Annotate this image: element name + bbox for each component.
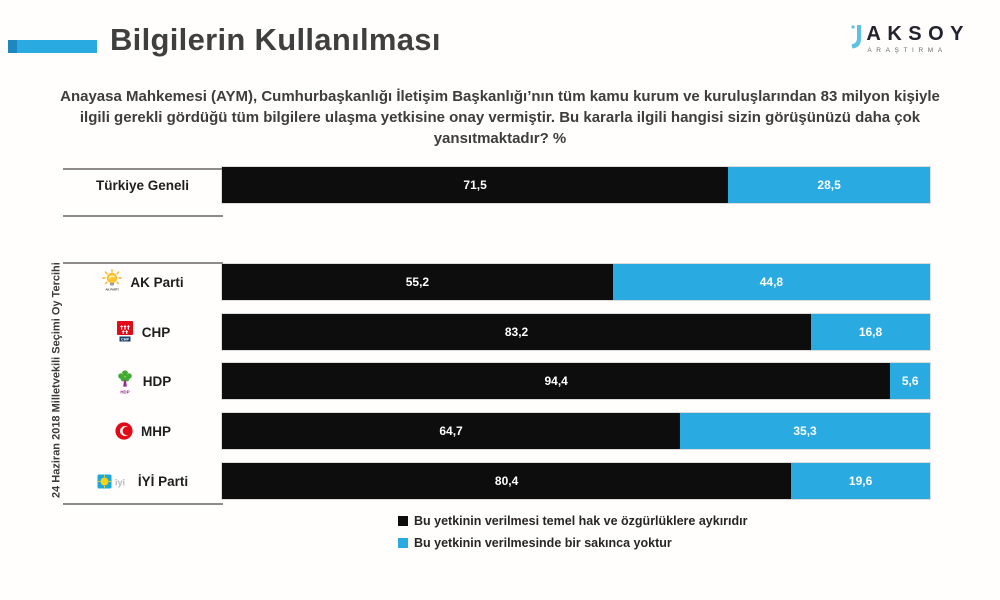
chart-row-ak-parti: AK PARTİ AK Parti 55,2 44,8	[63, 264, 930, 300]
chp-logo-text: CHP	[121, 337, 129, 341]
legend: Bu yetkinin verilmesi temel hak ve özgür…	[398, 514, 747, 550]
row-label-iyi-parti: iyi İYİ Parti	[63, 473, 222, 490]
legend-item-aykiridir: Bu yetkinin verilmesi temel hak ve özgür…	[398, 514, 747, 528]
iyiparti-logo-icon: iyi	[97, 474, 125, 488]
bar-segment-aykiridir: 80,4	[222, 463, 792, 499]
legend-label: Bu yetkinin verilmesinde bir sakınca yok…	[414, 536, 672, 550]
category-label: MHP	[141, 423, 171, 439]
title-accent-bar-tip	[8, 40, 17, 53]
stacked-bar-chp: 83,2 16,8	[222, 314, 930, 350]
category-label: HDP	[142, 373, 172, 389]
akparti-logo-text: AK PARTİ	[106, 287, 119, 292]
row-label-hdp: HDP HDP	[63, 368, 222, 395]
mhp-logo-icon	[115, 422, 133, 440]
category-label: AK Parti	[130, 274, 184, 290]
bar-value: 83,2	[504, 325, 529, 339]
divider-line	[63, 262, 223, 264]
bar-value: 35,3	[793, 424, 817, 438]
stacked-bar-turkiye-geneli: 71,5 28,5	[222, 167, 930, 203]
legend-swatch-black	[398, 516, 408, 526]
question-text: Anayasa Mahkemesi (AYM), Cumhurbaşkanlığ…	[60, 88, 940, 147]
category-label: CHP	[141, 324, 171, 340]
category-label: İYİ Parti	[137, 473, 189, 489]
bar-value: 28,5	[817, 178, 841, 192]
chart-row-mhp: MHP 64,7 35,3	[63, 413, 930, 449]
logo-name: AKSOY	[866, 23, 970, 45]
akparti-logo-icon: AK PARTİ	[102, 269, 123, 292]
bar-segment-sakinca-yoktur: 28,5	[728, 167, 930, 203]
bar-value: 5,6	[901, 374, 919, 388]
row-label-ak-parti: AK PARTİ AK Parti	[63, 269, 222, 295]
bar-segment-aykiridir: 55,2	[222, 264, 613, 300]
stacked-bar-iyi-parti: 80,4 19,6	[222, 463, 930, 499]
legend-label: Bu yetkinin verilmesi temel hak ve özgür…	[414, 514, 748, 528]
group-axis-label: 24 Haziran 2018 Milletvekili Seçimi Oy T…	[50, 262, 63, 498]
bar-value: 71,5	[463, 178, 487, 192]
bar-segment-sakinca-yoktur: 35,3	[680, 413, 930, 449]
bar-segment-sakinca-yoktur: 19,6	[791, 463, 930, 499]
bar-segment-sakinca-yoktur: 16,8	[811, 314, 930, 350]
bar-value: 80,4	[494, 474, 519, 488]
title-accent-bar	[8, 40, 97, 53]
bar-segment-aykiridir: 64,7	[222, 413, 681, 449]
bar-segment-sakinca-yoktur: 44,8	[612, 264, 930, 300]
chp-logo-icon: CHP	[116, 321, 133, 342]
bar-value: 44,8	[759, 275, 784, 289]
aksoy-logo-icon	[851, 25, 862, 49]
legend-item-sakinca-yoktur: Bu yetkinin verilmesinde bir sakınca yok…	[398, 536, 747, 550]
bar-value: 64,7	[439, 424, 463, 438]
chart-row-turkiye-geneli: Türkiye Geneli 71,5 28,5	[63, 167, 930, 203]
row-label-chp: CHP CHP	[63, 320, 222, 344]
bar-segment-aykiridir: 71,5	[222, 167, 729, 203]
bar-segment-sakinca-yoktur: 5,6	[890, 363, 930, 399]
divider-line	[63, 215, 223, 217]
bar-segment-aykiridir: 94,4	[222, 363, 891, 399]
row-label-mhp: MHP	[63, 421, 222, 441]
logo-subtitle: ARAŞTIRMA	[867, 47, 947, 54]
legend-swatch-blue	[398, 538, 408, 548]
aksoy-logo: AKSOY ARAŞTIRMA	[849, 24, 970, 54]
chart-row-hdp: HDP HDP 94,4 5,6	[63, 363, 930, 399]
divider-line	[63, 503, 223, 505]
bar-segment-aykiridir: 83,2	[222, 314, 812, 350]
iyi-logo-text: iyi	[115, 477, 125, 487]
bar-value: 16,8	[858, 325, 883, 339]
bar-value: 55,2	[405, 275, 430, 289]
chart-row-chp: CHP CHP 83,2 16,8	[63, 314, 930, 350]
stacked-bar-mhp: 64,7 35,3	[222, 413, 930, 449]
page-title: Bilgilerin Kullanılması	[110, 22, 441, 57]
bar-value: 94,4	[544, 374, 568, 388]
stacked-bar-ak-parti: 55,2 44,8	[222, 264, 930, 300]
bar-value: 19,6	[848, 474, 873, 488]
hdp-logo-text: HDP	[120, 389, 129, 394]
stacked-bar-hdp: 94,4 5,6	[222, 363, 930, 399]
row-label-turkiye-geneli: Türkiye Geneli	[63, 178, 222, 193]
hdp-logo-icon: HDP	[117, 369, 132, 394]
category-label: Türkiye Geneli	[95, 177, 190, 193]
divider-line	[63, 168, 223, 170]
chart-row-iyi-parti: iyi İYİ Parti 80,4 19,6	[63, 463, 930, 499]
